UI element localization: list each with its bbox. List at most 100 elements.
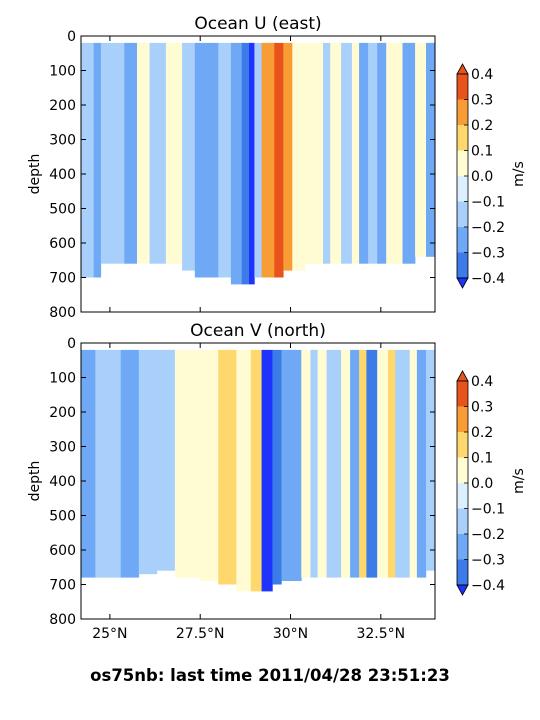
contour-band xyxy=(124,42,138,264)
contour-band xyxy=(281,349,302,581)
contour-band xyxy=(310,349,318,578)
x-axis: 25°N 27.5°N 30°N 32.5°N xyxy=(92,343,405,642)
contour-band xyxy=(326,349,342,578)
contour-band xyxy=(351,42,360,264)
contour-band xyxy=(368,42,378,264)
colorbar-step xyxy=(457,432,468,458)
contour-band xyxy=(388,349,396,578)
contour-band xyxy=(218,349,237,585)
x-tick-label: 30°N xyxy=(273,626,308,642)
colorbar-tick-label: 0.0 xyxy=(471,169,493,185)
contour-band xyxy=(323,42,331,264)
y-tick-label: 400 xyxy=(49,167,76,183)
colorbar-step xyxy=(457,99,468,126)
colorbar-step xyxy=(457,252,468,279)
contour-band xyxy=(261,349,273,592)
contour-band xyxy=(377,42,387,264)
contour-band xyxy=(93,42,102,278)
y-tick-label: 400 xyxy=(49,474,76,490)
colorbar-tick-label: 0.3 xyxy=(471,400,493,416)
y-tick-label: 600 xyxy=(49,236,76,252)
contour-band xyxy=(395,349,410,578)
colorbar-tick-label: 0.1 xyxy=(471,451,493,467)
colorbar-step xyxy=(457,559,468,586)
y-tick-label: 0 xyxy=(67,336,76,352)
colorbar-tick-label: 0.4 xyxy=(471,67,493,83)
y-tick-label: 300 xyxy=(49,440,76,456)
contour-band xyxy=(156,349,176,571)
y-tick-label: 200 xyxy=(49,98,76,114)
colorbar-tick-label: −0.2 xyxy=(471,527,505,543)
colorbar-tick-label: −0.1 xyxy=(471,195,505,211)
y-tick-label: 600 xyxy=(49,543,76,559)
contour-band xyxy=(426,349,436,571)
y-tick-label: 500 xyxy=(49,202,76,218)
colorbar-step xyxy=(457,534,468,560)
contour-band xyxy=(250,349,262,592)
colorbar-tick-label: 0.4 xyxy=(471,374,493,390)
colorbar-tick-label: 0.2 xyxy=(471,118,493,134)
y-axis-label: depth xyxy=(27,154,43,195)
contour-band xyxy=(292,42,306,271)
colorbar-label: m/s xyxy=(511,468,527,494)
contour-band xyxy=(138,349,158,575)
colorbar-tick-label: −0.3 xyxy=(471,553,505,569)
y-tick-label: 100 xyxy=(49,371,76,387)
contour-band xyxy=(272,349,282,585)
colorbar-tick-label: −0.1 xyxy=(471,502,505,518)
v-north-plot-area xyxy=(81,349,436,592)
contour-band xyxy=(149,42,167,264)
contour-band xyxy=(359,349,367,578)
contour-band xyxy=(330,42,342,264)
v-north-panel: Ocean V (north) 0 100 200 300 400 500 600 700 80… xyxy=(27,321,527,642)
contour-band xyxy=(81,349,96,578)
chart-title: Ocean U (east) xyxy=(194,14,321,34)
contour-band xyxy=(341,42,353,264)
colorbar-label: m/s xyxy=(511,161,527,187)
contour-band xyxy=(283,42,293,271)
x-axis xyxy=(109,36,382,312)
y-tick-label: 100 xyxy=(49,64,76,80)
colorbar-tick-label: −0.4 xyxy=(471,578,505,594)
colorbar-min-arrow xyxy=(456,277,469,289)
colorbar-max-arrow xyxy=(456,370,469,382)
contour-band xyxy=(261,42,275,278)
colorbar-step xyxy=(457,125,468,151)
colorbar-step xyxy=(457,201,468,228)
contour-band xyxy=(241,42,250,285)
contour-band xyxy=(426,42,436,257)
contour-band xyxy=(194,42,219,278)
contour-band xyxy=(120,349,140,578)
colorbar-step xyxy=(457,74,468,100)
x-tick-label: 32.5°N xyxy=(356,626,405,642)
colorbar-tick-label: 0.3 xyxy=(471,93,493,109)
y-axis-label: depth xyxy=(27,461,43,502)
contour-band xyxy=(386,42,403,264)
colorbar-step xyxy=(457,457,468,484)
contour-band xyxy=(341,349,351,578)
y-tick-label: 500 xyxy=(49,509,76,525)
contour-band xyxy=(359,42,369,264)
colorbar-step xyxy=(457,483,468,509)
contour-band xyxy=(274,42,284,278)
contour-band xyxy=(416,349,427,578)
y-tick-label: 700 xyxy=(49,271,76,287)
y-tick-label: 300 xyxy=(49,133,76,149)
contour-band xyxy=(230,42,242,285)
colorbar-tick-label: 0.1 xyxy=(471,144,493,160)
colorbar-step xyxy=(457,150,468,177)
contour-band xyxy=(95,349,121,578)
u-east-panel: Ocean U (east) 0 100 200 300 400 500 600 700 800… xyxy=(27,14,527,321)
contour-band xyxy=(200,349,219,581)
contour-band xyxy=(350,349,360,578)
colorbar-min-arrow xyxy=(456,584,469,596)
u-east-colorbar: 0.4 0.3 0.2 0.1 0.0 −0.1 −0.2 −0.3 −0.4 xyxy=(456,63,505,289)
v-north-colorbar: 0.4 0.3 0.2 0.1 0.0 −0.1 −0.2 −0.3 −0.4 xyxy=(456,370,505,596)
contour-band xyxy=(317,349,327,578)
contour-band xyxy=(254,42,262,278)
x-tick-label: 25°N xyxy=(92,626,127,642)
x-tick-label: 27.5°N xyxy=(176,626,225,642)
y-tick-label: 700 xyxy=(49,578,76,594)
contour-band xyxy=(305,42,324,264)
footer-status: os75nb: last time 2011/04/28 23:51:23 xyxy=(90,666,450,685)
